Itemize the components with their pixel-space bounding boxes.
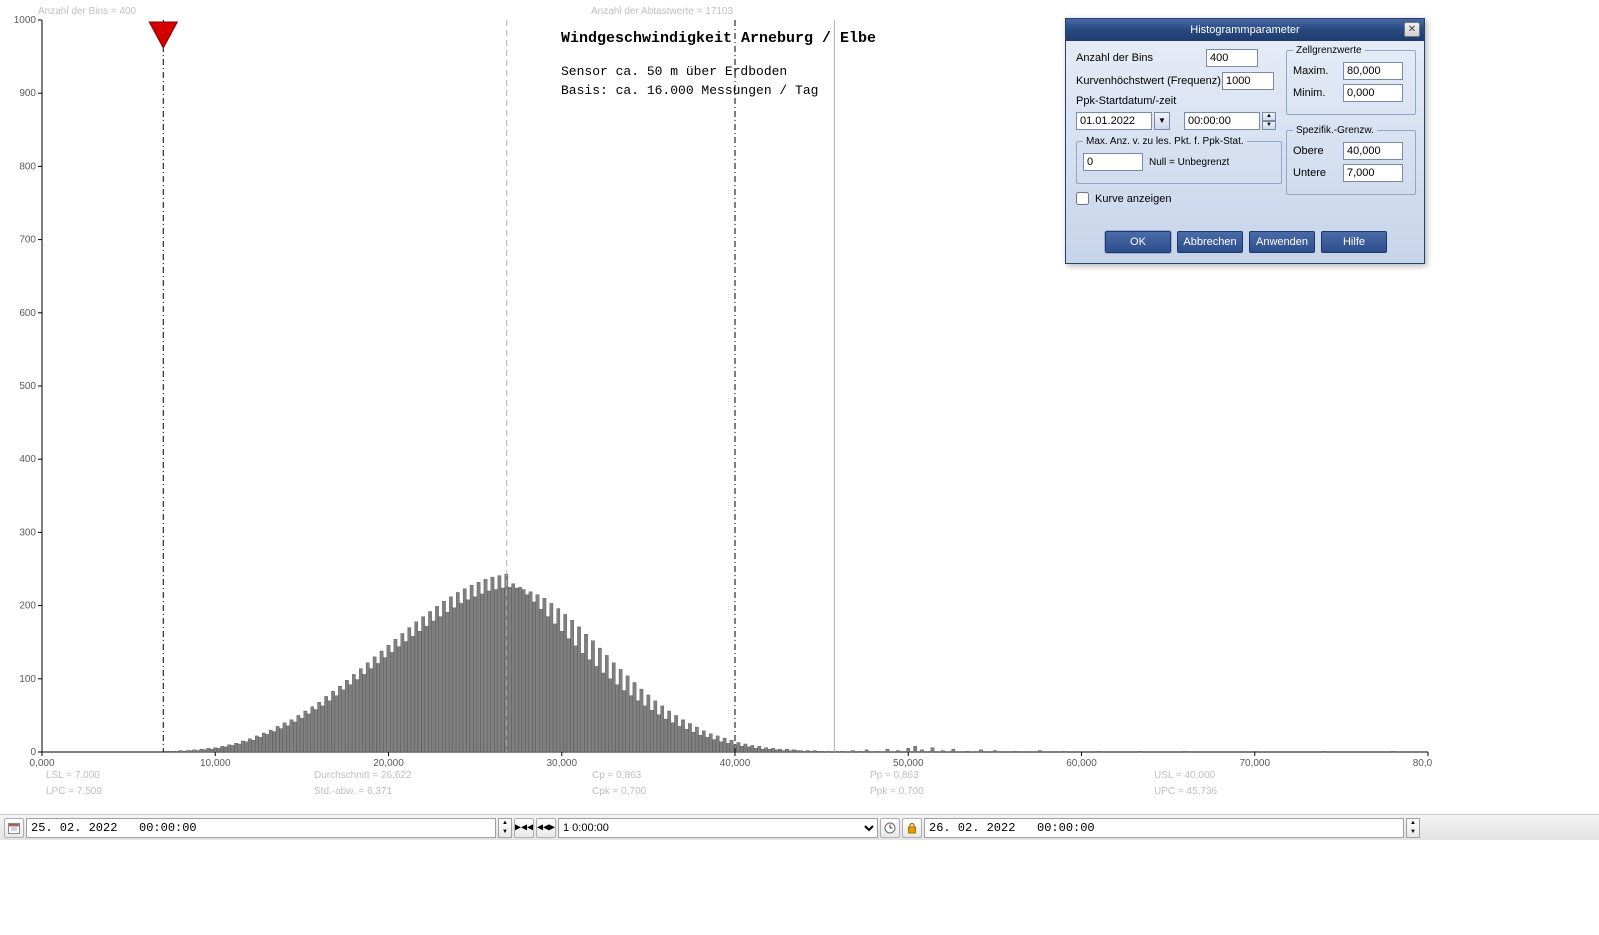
maxpts-group: Max. Anz. v. zu les. Pkt. f. Ppk-Stat. N… <box>1076 136 1282 184</box>
curvemax-label: Kurvenhöchstwert (Frequenz) <box>1076 75 1222 87</box>
start-spinner[interactable]: ▲▼ <box>498 818 512 838</box>
start-datetime-input[interactable] <box>26 818 496 838</box>
stats-row: LSL = 7,000 LPC = 7,509 Durchschnitt = 26,… <box>6 770 1432 804</box>
svg-text:500: 500 <box>19 381 36 392</box>
svg-text:1000: 1000 <box>14 15 37 26</box>
maxpts-hint: Null = Unbegrenzt <box>1149 157 1229 168</box>
clock-icon[interactable] <box>880 818 900 838</box>
end-datetime-input[interactable] <box>924 818 1404 838</box>
stat-lpc: LPC = 7,509 <box>46 786 102 797</box>
svg-text:0,000: 0,000 <box>29 758 54 769</box>
dialog-title: Histogrammparameter <box>1190 24 1299 36</box>
spec-legend: Spezifik.-Grenzw. <box>1293 125 1377 136</box>
svg-text:10,000: 10,000 <box>200 758 231 769</box>
bins-label: Anzahl der Bins <box>1076 52 1206 64</box>
ppk-date-input[interactable] <box>1076 112 1152 130</box>
chart-subtitle-2: Basis: ca. 16.000 Messungen / Tag <box>561 83 818 98</box>
help-button[interactable]: Hilfe <box>1321 231 1387 253</box>
svg-text:800: 800 <box>19 161 36 172</box>
chart-title: Windgeschwindigkeit Arneburg / Elbe <box>561 30 876 47</box>
cell-limits-group: Zellgrenzwerte Maxim. Minim. <box>1286 45 1416 115</box>
svg-text:30,000: 30,000 <box>546 758 577 769</box>
svg-text:20,000: 20,000 <box>373 758 404 769</box>
histogram-params-dialog: Histogrammparameter ✕ Anzahl der Bins Ku… <box>1065 18 1425 264</box>
spec-upper-label: Obere <box>1293 145 1337 157</box>
spec-lower-input[interactable] <box>1343 164 1403 182</box>
show-curve-checkbox[interactable] <box>1076 192 1089 205</box>
svg-text:600: 600 <box>19 308 36 319</box>
chevron-down-icon[interactable]: ▼ <box>1154 112 1170 130</box>
stat-lsl: LSL = 7,000 <box>46 770 100 781</box>
calendar-icon[interactable] <box>4 818 24 838</box>
svg-text:0: 0 <box>30 747 36 758</box>
ppk-start-label: Ppk-Startdatum/-zeit <box>1076 95 1206 107</box>
maxpts-input[interactable] <box>1083 153 1143 171</box>
svg-text:70,000: 70,000 <box>1239 758 1270 769</box>
cell-max-label: Maxim. <box>1293 65 1337 77</box>
svg-text:700: 700 <box>19 235 36 246</box>
spec-upper-input[interactable] <box>1343 142 1403 160</box>
cell-min-input[interactable] <box>1343 84 1403 102</box>
svg-text:40,000: 40,000 <box>720 758 751 769</box>
stat-std: Std.-abw. = 6,371 <box>314 786 392 797</box>
cell-min-label: Minim. <box>1293 87 1337 99</box>
lock-icon[interactable] <box>902 818 922 838</box>
svg-text:50,000: 50,000 <box>893 758 924 769</box>
dialog-titlebar[interactable]: Histogrammparameter ✕ <box>1066 19 1424 41</box>
svg-text:300: 300 <box>19 527 36 538</box>
show-curve-label: Kurve anzeigen <box>1095 193 1171 205</box>
stat-cpk: Cpk = 0,700 <box>592 786 646 797</box>
timespan-select[interactable]: 1 0:00:00 <box>558 818 878 838</box>
spec-lower-label: Untere <box>1293 167 1337 179</box>
ppk-time-input[interactable] <box>1184 112 1260 130</box>
expand-icon[interactable]: ◀◀▶ <box>536 818 556 838</box>
end-spinner[interactable]: ▲▼ <box>1406 818 1420 838</box>
svg-text:400: 400 <box>19 454 36 465</box>
stat-avg: Durchschnitt = 26,622 <box>314 770 412 781</box>
svg-text:100: 100 <box>19 674 36 685</box>
svg-text:60,000: 60,000 <box>1066 758 1097 769</box>
collapse-icon[interactable]: ▶◀◀ <box>514 818 534 838</box>
stat-pp: Pp = 0,863 <box>870 770 919 781</box>
spec-limits-group: Spezifik.-Grenzw. Obere Untere <box>1286 125 1416 195</box>
stat-ppk: Ppk = 0,700 <box>870 786 924 797</box>
maxpts-legend: Max. Anz. v. zu les. Pkt. f. Ppk-Stat. <box>1083 136 1247 147</box>
stat-cp: Cp = 0,863 <box>592 770 641 781</box>
ok-button[interactable]: OK <box>1105 231 1171 253</box>
curvemax-input[interactable] <box>1222 72 1274 90</box>
stat-usl: USL = 40,000 <box>1154 770 1215 781</box>
apply-button[interactable]: Anwenden <box>1249 231 1315 253</box>
bins-input[interactable] <box>1206 49 1258 67</box>
svg-text:900: 900 <box>19 88 36 99</box>
ppk-time-spinner[interactable]: ▲▼ <box>1262 112 1276 130</box>
chart-subtitle-1: Sensor ca. 50 m über Erdboden <box>561 64 787 79</box>
cell-legend: Zellgrenzwerte <box>1293 45 1365 56</box>
svg-text:200: 200 <box>19 601 36 612</box>
cell-max-input[interactable] <box>1343 62 1403 80</box>
stat-upc: UPC = 45,736 <box>1154 786 1217 797</box>
close-icon[interactable]: ✕ <box>1404 22 1420 37</box>
cancel-button[interactable]: Abbrechen <box>1177 231 1243 253</box>
time-toolbar: ▲▼ ▶◀◀ ◀◀▶ 1 0:00:00 ▲▼ <box>0 814 1599 840</box>
svg-text:80,000: 80,000 <box>1413 758 1432 769</box>
